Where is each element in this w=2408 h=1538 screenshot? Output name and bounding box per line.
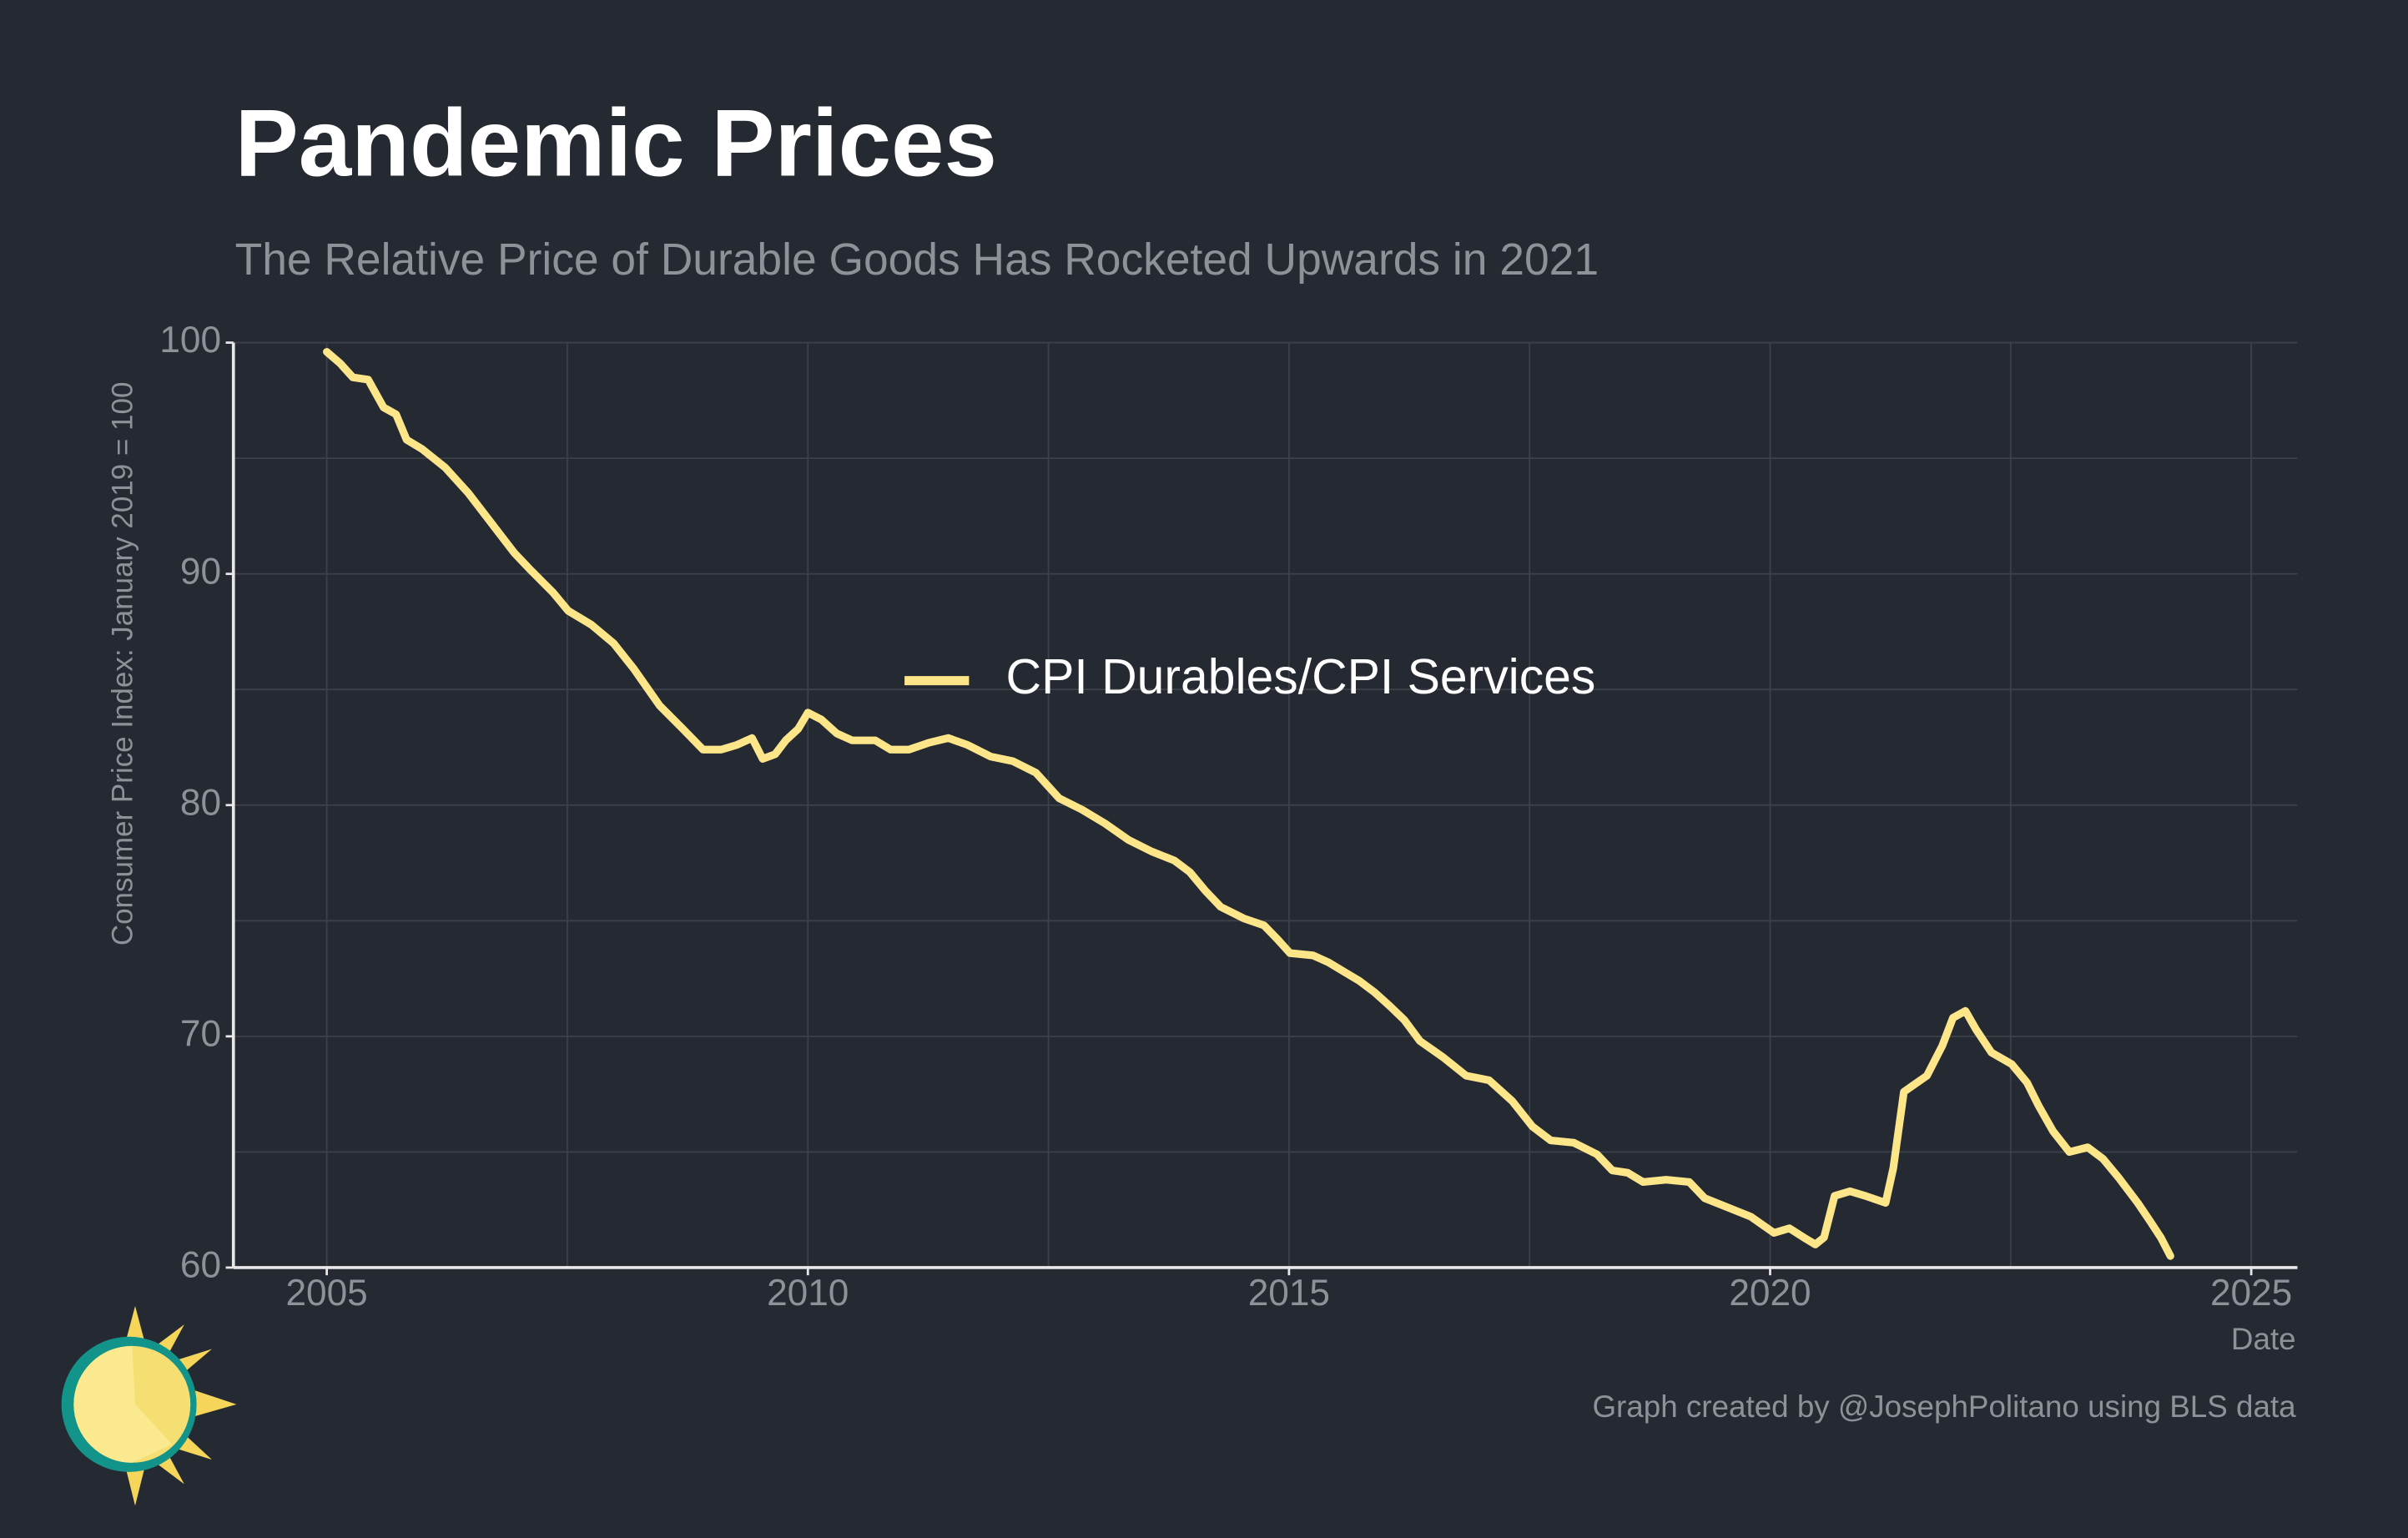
credit: Graph created by @JosephPolitano using B… [1592,1389,2296,1424]
plot-area: 60 70 80 90 100 2005 2010 2015 2020 2025 CPI Durab… [159,320,2298,1314]
x-tick-label: 2010 [767,1273,849,1314]
data-line [323,348,2174,1260]
x-tick-label: 2015 [1248,1273,1330,1314]
y-tick-label: 70 [180,1014,221,1055]
x-tick-label: 2005 [286,1273,368,1314]
y-tick-label: 60 [180,1245,221,1286]
logo [61,1305,237,1506]
y-tick-label: 90 [180,551,221,592]
x-axis-label: Date [2231,1322,2296,1356]
y-tick-label: 80 [180,782,221,823]
chart-title: Pandemic Prices [235,91,997,197]
y-axis-label: Consumer Price Index: January 2019 = 100 [106,382,139,946]
x-tick-label: 2020 [1729,1273,1811,1314]
chart-subtitle: The Relative Price of Durable Goods Has … [235,235,1599,285]
legend-label: CPI Durables/CPI Services [1006,650,1596,704]
x-tick-label: 2025 [2210,1273,2292,1314]
y-tick-label: 100 [159,320,221,361]
